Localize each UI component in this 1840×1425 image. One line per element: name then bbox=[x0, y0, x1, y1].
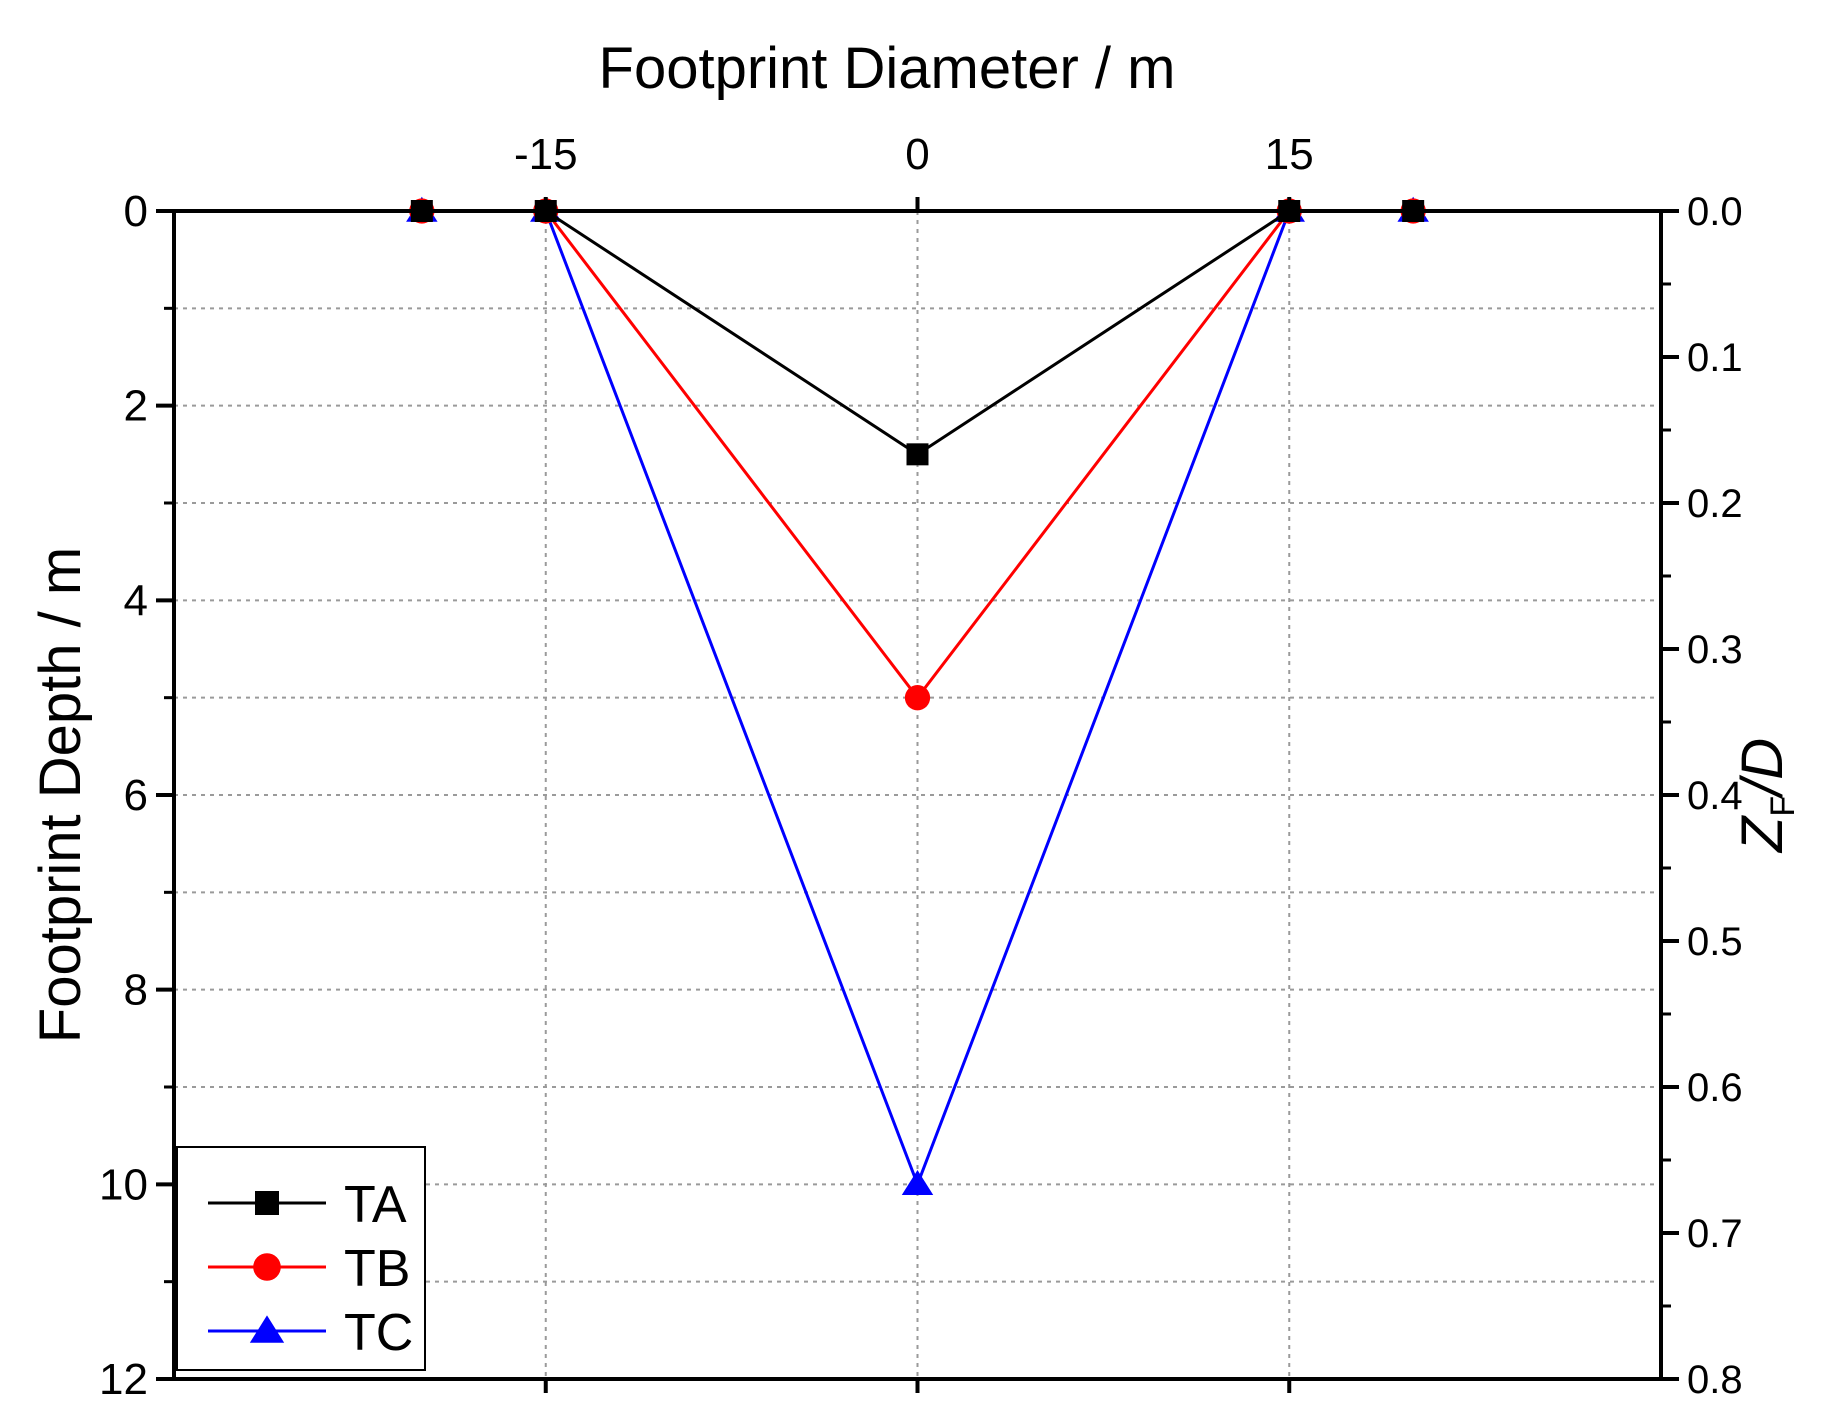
y-right-tick-label: 0.0 bbox=[1687, 190, 1743, 234]
data-point-ta bbox=[906, 443, 929, 466]
y-left-tick-label: 6 bbox=[124, 771, 148, 820]
y-left-tick-label: 0 bbox=[124, 187, 148, 236]
y-right-tick-label: 0.1 bbox=[1687, 336, 1743, 380]
y-left-tick-label: 8 bbox=[124, 966, 148, 1015]
y-left-tick-label: 10 bbox=[99, 1160, 148, 1209]
y-right-tick-label: 0.5 bbox=[1687, 920, 1743, 964]
x-tick-label: 15 bbox=[1265, 130, 1314, 179]
data-point-tb bbox=[904, 685, 931, 711]
x-axis-title: Footprint Diameter / m bbox=[599, 36, 1176, 101]
y-right-tick-label: 0.3 bbox=[1687, 628, 1743, 672]
y-right-tick-label: 0.7 bbox=[1687, 1212, 1743, 1256]
x-tick-label: 0 bbox=[905, 130, 929, 179]
axes: -15 0 15 0 2 4 6 8 10 12 0.0 0.1 0.2 0.3 0.4 0.5 0.6 0.7 0… bbox=[99, 130, 1743, 1404]
right-title-sub: F bbox=[1764, 796, 1802, 817]
y-left-tick-label: 2 bbox=[124, 382, 148, 431]
y-axis-right-title: ZF/D bbox=[1730, 738, 1802, 854]
y-axis-left-title: Footprint Depth / m bbox=[28, 547, 93, 1043]
right-title-main: Z bbox=[1730, 814, 1795, 854]
legend-marker-ta bbox=[255, 1191, 279, 1215]
right-title-tail: /D bbox=[1730, 738, 1795, 800]
y-right-tick-label: 0.4 bbox=[1687, 774, 1743, 818]
y-right-tick-label: 0.2 bbox=[1687, 482, 1743, 526]
legend-label-tc: TC bbox=[344, 1304, 413, 1362]
y-left-tick-label: 4 bbox=[124, 576, 148, 625]
legend: TA TB TC bbox=[176, 1146, 426, 1371]
legend-marker-tb bbox=[253, 1253, 281, 1281]
data-point-tc bbox=[901, 1170, 934, 1196]
y-left-tick-label: 12 bbox=[99, 1355, 148, 1404]
y-right-tick-label: 0.6 bbox=[1687, 1066, 1743, 1110]
legend-box bbox=[176, 1146, 426, 1371]
y-right-tick-label: 0.8 bbox=[1687, 1358, 1743, 1402]
x-tick-label: -15 bbox=[514, 130, 578, 179]
legend-label-ta: TA bbox=[344, 1176, 407, 1234]
legend-marker-tc bbox=[249, 1315, 285, 1343]
legend-label-tb: TB bbox=[344, 1240, 410, 1298]
